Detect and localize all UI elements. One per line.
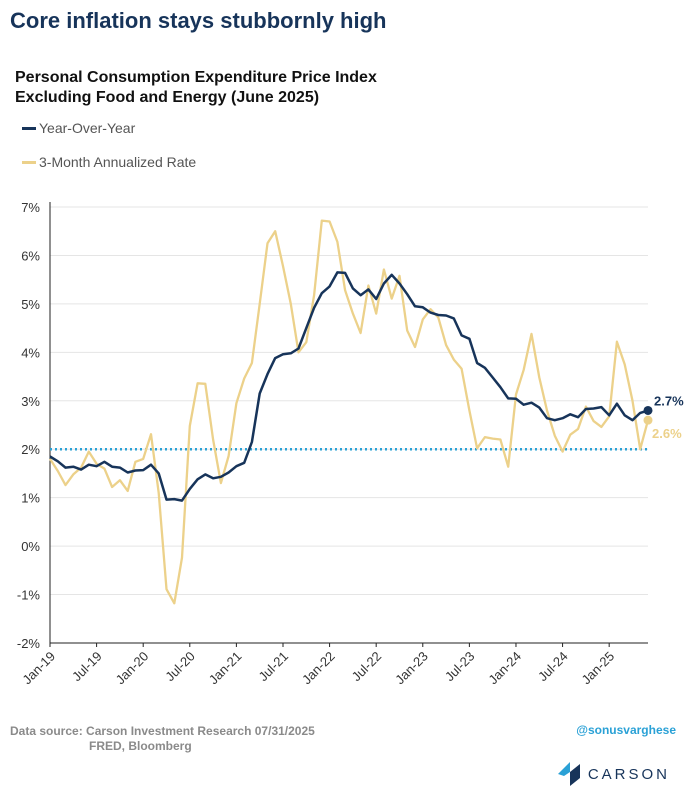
legend-swatch-3m [22,160,36,164]
legend-item-yoy: Year-Over-Year [22,120,135,136]
carson-logo-icon [557,762,580,786]
y-tick-label: 5% [21,297,40,312]
end-point-3-month [643,415,653,425]
x-tick-label: Jan-19 [19,649,58,688]
series-line-3-month-annualized [49,219,650,605]
y-tick-label: -2% [17,636,41,651]
x-tick-label: Jul-24 [535,649,571,685]
end-point-yoy [643,405,653,415]
x-tick-label: Jul-23 [442,649,478,685]
author-handle: @sonusvarghese [576,723,676,737]
y-tick-label: -1% [17,588,41,603]
end-label-3-month: 2.6% [652,426,682,441]
x-tick-label: Jul-19 [69,649,105,685]
legend-item-3m: 3-Month Annualized Rate [22,154,196,170]
y-tick-label: 2% [21,442,40,457]
headline: Core inflation stays stubbornly high [10,8,387,33]
data-source-line1: Data source: Carson Investment Research … [10,724,315,738]
legend-label-3m: 3-Month Annualized Rate [39,154,197,170]
y-tick-label: 7% [21,200,40,215]
x-tick-label: Jul-21 [255,649,291,685]
x-tick-label: Jan-23 [392,649,431,688]
data-source-line2: FRED, Bloomberg [89,739,192,753]
x-tick-label: Jan-20 [113,649,152,688]
y-tick-label: 3% [21,394,40,409]
end-label-yoy: 2.7% [654,393,684,408]
x-tick-label: Jan-21 [206,649,245,688]
carson-logo-text: CARSON [587,765,670,783]
x-tick-label: Jan-22 [299,649,338,688]
chart-title: Personal Consumption Expenditure Price I… [15,68,535,108]
x-tick-label: Jul-22 [349,649,385,685]
chart-plot: -2% -1% 0% 1% 2% 3% 4% 5% 6% 7% Jan-19 Jul-19 Jan-20… [17,200,684,688]
series-line-year-over-year [49,271,649,502]
x-tick-label: Jul-20 [162,649,198,685]
y-tick-label: 6% [21,248,40,263]
y-tick-label: 1% [21,491,40,506]
carson-logo: CARSON [557,760,670,788]
y-tick-label: 4% [21,345,40,360]
y-tick-label: 0% [21,539,40,554]
legend-swatch-yoy [22,126,36,130]
chart-title-line1: Personal Consumption Expenditure Price I… [15,69,377,86]
x-tick-label: Jan-25 [579,649,618,688]
chart-title-line2: Excluding Food and Energy (June 2025) [15,89,320,106]
x-tick-label: Jan-24 [485,649,524,688]
legend-label-yoy: Year-Over-Year [39,120,136,136]
